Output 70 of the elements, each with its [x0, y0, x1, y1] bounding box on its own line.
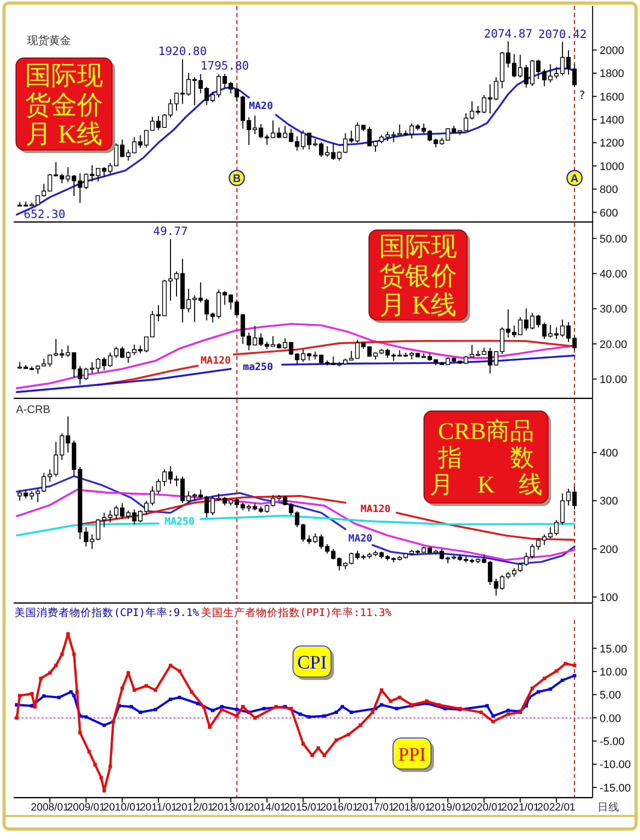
ref-line-label: A [570, 173, 579, 185]
series-label: ma250 [242, 362, 273, 374]
annotation: 2074.87 [484, 26, 532, 40]
text: 美国生产者物价指数(PPI)年率:11.3% [200, 606, 392, 619]
annotation: 指 数 [437, 446, 534, 472]
x-tick-label: 2011/01 [140, 802, 178, 814]
y-tick-label: 30.00 [600, 304, 628, 316]
text: 美国消费者物价指数(CPI)年率:9.1% [14, 606, 200, 619]
annotation: 月 K线 [379, 290, 457, 320]
series-label: MA20 [248, 100, 273, 112]
y-tick-label: 200 [600, 544, 618, 556]
x-tick-label: 2019/01 [428, 802, 468, 814]
text: A-CRB [16, 404, 50, 416]
y-tick-label: 1200 [600, 138, 624, 150]
y-tick-label: 15.00 [600, 643, 628, 656]
y-tick-label: 20.00 [600, 338, 628, 351]
y-tick-label: 1600 [600, 91, 624, 104]
y-tick-label: 10.00 [600, 666, 628, 678]
y-tick-label: 400 [600, 448, 618, 460]
x-tick-label: 2020/01 [465, 802, 504, 814]
x-tick-label: 2015/01 [284, 802, 322, 814]
x-tick-label: 2022/01 [537, 802, 576, 814]
x-axis-title: 日线 [598, 800, 620, 814]
annotation: 国际现 [379, 232, 457, 262]
annotation: ? [578, 88, 586, 102]
y-tick-label: -10.00 [600, 759, 631, 772]
annotation: 货银价 [379, 261, 457, 290]
annotation: 1795.80 [200, 58, 250, 73]
x-tick-label: 2014/01 [248, 802, 286, 814]
y-tick-label: 2000 [600, 45, 624, 58]
x-tick-label: 2018/01 [392, 802, 431, 814]
x-tick-label: 2016/01 [320, 802, 358, 814]
x-tick-label: 2010/01 [103, 802, 142, 814]
y-tick-label: 300 [600, 496, 618, 508]
series-label: MA250 [164, 516, 195, 528]
series-label: MA120 [200, 356, 231, 367]
y-tick-label: 1000 [600, 160, 624, 173]
y-tick-label: 5.00 [600, 690, 622, 702]
series-label: MA20 [348, 533, 372, 544]
y-tick-label: 100 [600, 592, 618, 604]
annotation: 货金价 [25, 90, 103, 120]
x-tick-label: 2017/01 [356, 802, 395, 814]
annotation: CPI [297, 652, 327, 674]
x-tick-label: 2021/01 [501, 802, 540, 814]
y-tick-label: 10.00 [600, 374, 628, 386]
text: 现货黄金 [27, 34, 71, 47]
x-tick-label: 2008/01 [30, 802, 70, 814]
y-tick-label: -15.00 [600, 782, 631, 794]
y-tick-label: 800 [600, 184, 618, 196]
ref-line-label: B [232, 173, 241, 185]
y-tick-label: 0.00 [600, 712, 622, 725]
y-tick-label: 1400 [600, 114, 624, 127]
y-tick-label: -5.00 [600, 736, 625, 748]
annotation: 月 K 线 [429, 472, 543, 499]
annotation: 2070.42 [538, 26, 587, 41]
annotation: CRB商品 [438, 418, 534, 445]
annotation: 国际现 [25, 61, 103, 90]
y-tick-label: 1800 [600, 68, 624, 80]
annotation: 652.30 [24, 207, 66, 222]
annotation: 月 K线 [25, 119, 103, 148]
y-tick-label: 600 [600, 207, 618, 220]
annotation: PPI [398, 744, 426, 766]
y-tick-label: 40.00 [600, 268, 628, 281]
annotation: 1920.80 [158, 44, 207, 58]
series-label: MA120 [360, 504, 391, 516]
x-tick-label: 2013/01 [212, 802, 250, 814]
x-tick-label: 2012/01 [176, 802, 214, 814]
x-tick-label: 2009/01 [67, 802, 106, 814]
y-tick-label: 50.00 [600, 233, 628, 246]
annotation: 49.77 [153, 224, 188, 238]
